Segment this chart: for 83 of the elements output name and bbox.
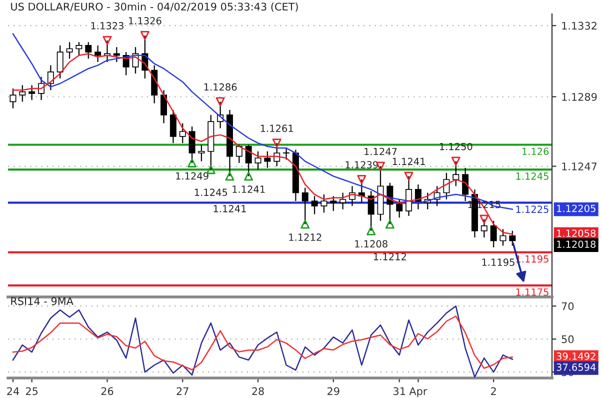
annotation: 1.1195	[482, 258, 514, 266]
data-label: 1.1323	[91, 22, 124, 30]
point	[366, 226, 376, 236]
candlestick	[311, 195, 318, 215]
candlestick	[85, 42, 92, 60]
ref-line-label: 1.1245	[516, 172, 548, 180]
x-tick-label: 31	[394, 387, 406, 396]
data-label: 1.1239	[346, 161, 378, 168]
candlestick	[28, 84, 36, 101]
point	[244, 172, 254, 181]
x-tick-label: Apr	[409, 387, 428, 398]
data-label: 1.1245	[194, 188, 228, 196]
data-label: 1.1241	[214, 204, 246, 212]
candlestick	[254, 150, 262, 170]
data-label: 1.1261	[260, 124, 293, 132]
point	[385, 220, 394, 229]
candlestick	[76, 42, 82, 56]
candlestick	[198, 144, 205, 162]
point	[480, 214, 489, 224]
data-label: 1.1208	[355, 240, 388, 248]
candlestick	[66, 42, 73, 60]
text: 1.12058	[557, 230, 596, 237]
candlestick	[283, 148, 290, 160]
candlestick	[179, 122, 186, 144]
point	[357, 175, 366, 184]
data-label: 1.1212	[374, 252, 406, 260]
x-tick-label: 27	[176, 387, 188, 395]
point	[272, 138, 282, 148]
data-label: 1.1249	[176, 172, 208, 180]
candlestick	[396, 198, 403, 218]
x-tick-label: 28	[252, 387, 264, 396]
data-label: 1.1241	[232, 186, 265, 193]
x-tick-label: 25	[26, 387, 38, 396]
candlestick	[443, 172, 450, 200]
text: 1.12205	[557, 204, 596, 212]
candlestick	[320, 194, 328, 214]
x-tick-label: 2	[491, 387, 496, 395]
line-series	[12, 305, 514, 378]
text: 1.12018	[557, 240, 596, 248]
x-tick-label: 29	[328, 387, 340, 396]
point	[140, 31, 150, 40]
chart-title: RSI14 - 9MA	[11, 297, 74, 306]
candlestick	[236, 144, 242, 164]
y-tick-label: 1.1332	[562, 22, 596, 30]
candlestick	[509, 230, 516, 246]
ref-line-label: 1.1175	[516, 288, 548, 296]
data-label: 1.1212	[289, 234, 322, 241]
candlestick	[330, 195, 337, 212]
text: 37.6594	[556, 364, 596, 371]
text: 39.1492	[556, 352, 596, 360]
x-tick-label: 24	[7, 387, 20, 395]
y-tick-label: 1.1289	[562, 92, 597, 101]
candlestick	[340, 192, 346, 210]
candlestick	[10, 88, 16, 109]
data-label: 1.1247	[364, 148, 397, 156]
data-label: 1.1241	[392, 158, 425, 165]
point	[404, 172, 414, 181]
data-label: 1.1286	[204, 83, 237, 91]
candlestick	[490, 220, 497, 248]
point	[216, 97, 225, 106]
candlestick	[462, 167, 469, 202]
point	[225, 172, 234, 181]
y-tick-label: 50	[562, 335, 574, 344]
y-tick-label: 70	[562, 302, 574, 310]
point	[300, 220, 310, 229]
data-label: 1.1326	[128, 17, 162, 24]
point	[451, 156, 460, 166]
x-tick-label: 26	[101, 387, 114, 396]
chart-title: US DOLLAR/EURO - 30min - 04/02/2019 05:33:43 (CET)	[11, 2, 298, 12]
point	[188, 158, 197, 168]
candlestick	[94, 44, 102, 63]
candlestick	[264, 150, 271, 168]
ref-line-label: 1.126	[522, 148, 549, 156]
candlestick	[19, 84, 26, 102]
ref-line-label: 1.1225	[516, 206, 548, 213]
line-series	[12, 316, 514, 370]
point	[102, 36, 112, 45]
candlestick	[56, 44, 64, 80]
candlestick	[170, 109, 176, 144]
candlestick	[38, 76, 45, 101]
candlestick	[113, 46, 120, 63]
candlestick	[160, 90, 168, 124]
y-tick-label: 1.1247	[562, 162, 597, 170]
